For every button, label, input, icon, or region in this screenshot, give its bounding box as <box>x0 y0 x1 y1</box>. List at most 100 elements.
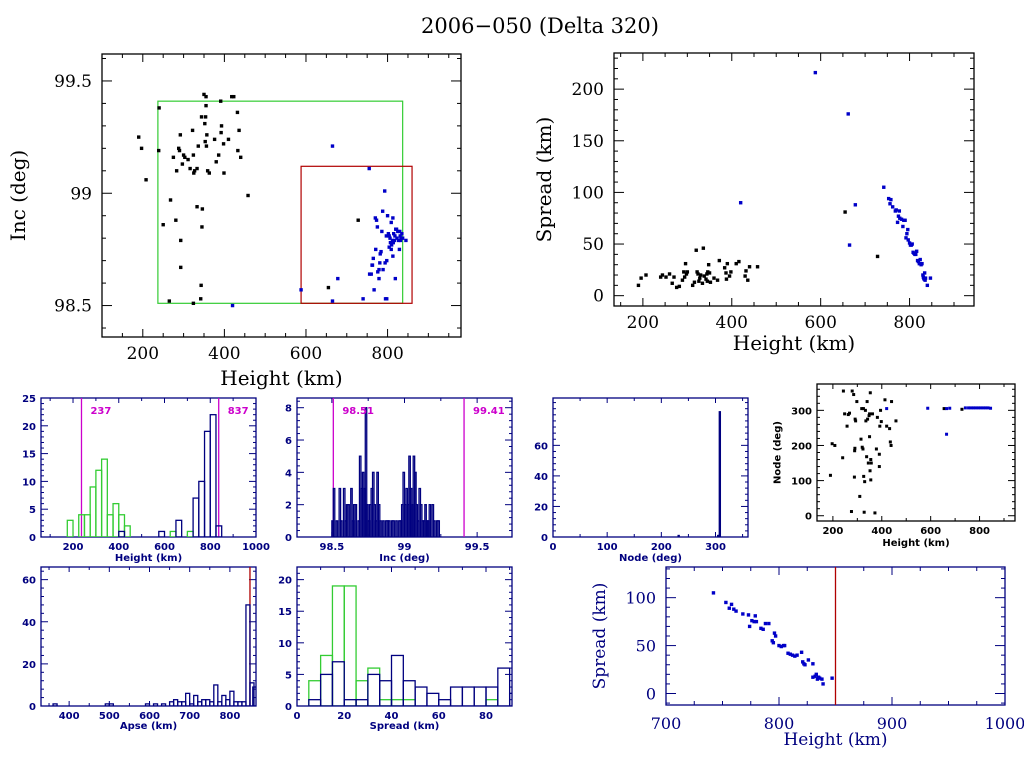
data-point <box>168 198 173 202</box>
histogram-bar <box>252 686 256 706</box>
y-tick-label: 15 <box>22 450 36 461</box>
data-point <box>664 275 668 279</box>
y-tick-label: 0 <box>285 702 292 713</box>
plot-frame <box>816 383 1016 522</box>
histogram-bar <box>382 520 385 537</box>
data-point <box>771 641 776 645</box>
data-point <box>161 222 165 227</box>
data-point <box>849 510 853 514</box>
histogram-bar <box>428 504 432 537</box>
histogram-bar <box>169 530 177 537</box>
x-tick-label: 600 <box>154 542 175 553</box>
data-point <box>670 281 674 285</box>
data-point <box>905 232 909 236</box>
data-point <box>865 455 869 459</box>
data-point <box>885 424 889 428</box>
marker-label: 99.41 <box>473 406 505 417</box>
data-point <box>926 406 930 410</box>
y-tick-label: 5 <box>29 505 36 516</box>
histogram-bar <box>379 520 382 537</box>
data-point <box>737 259 741 264</box>
data-point <box>685 270 690 274</box>
data-point <box>918 257 922 262</box>
data-point <box>890 400 894 404</box>
data-point <box>925 283 930 288</box>
histogram-bar <box>432 520 436 537</box>
data-point <box>967 406 971 410</box>
data-point <box>205 169 210 173</box>
y-tick-label: 200 <box>572 80 604 100</box>
data-point <box>199 297 203 301</box>
data-point <box>793 654 797 658</box>
data-point <box>398 238 403 243</box>
data-point <box>682 275 687 279</box>
y-axis-label: Inc (deg) <box>6 150 30 241</box>
y-tick-label: 98.5 <box>54 297 92 317</box>
x-tick-label: 98.5 <box>320 542 345 553</box>
data-point <box>899 217 904 221</box>
x-tick-label: 700 <box>651 714 682 733</box>
plot-area <box>677 411 722 537</box>
data-point <box>910 242 914 246</box>
histogram-bar <box>152 703 159 706</box>
y-tick-label: 8 <box>285 404 292 415</box>
data-point <box>179 265 183 270</box>
data-point <box>388 240 393 245</box>
histogram-bar <box>245 604 251 706</box>
y-axis-label: Spread (km) <box>532 117 556 243</box>
data-point <box>788 652 792 656</box>
node-histogram-panel: 0 100 200 300 0 20 40 60 Node (deg) <box>534 397 749 564</box>
data-point <box>204 94 208 99</box>
y-tick-label: 0 <box>646 685 656 704</box>
x-axis-label: Height (km) <box>882 538 949 549</box>
data-point <box>869 458 873 462</box>
data-point <box>385 258 389 263</box>
data-point <box>192 171 196 175</box>
histogram-bar <box>402 680 416 706</box>
data-point <box>738 201 743 205</box>
x-tick-label: 99 <box>398 542 412 553</box>
data-point <box>400 236 405 240</box>
x-axis-label: Height (km) <box>220 366 342 390</box>
x-tick-label: 800 <box>893 313 925 333</box>
data-point <box>373 216 378 220</box>
data-point <box>216 153 221 157</box>
y-tick-label: 0 <box>29 533 36 544</box>
data-point <box>391 216 395 220</box>
histogram-bar <box>473 686 487 706</box>
data-point <box>380 229 384 234</box>
data-point <box>239 155 243 160</box>
histogram-bar <box>364 407 368 537</box>
histogram-bar <box>426 692 440 706</box>
data-point <box>916 259 921 264</box>
data-point <box>889 443 893 447</box>
data-point <box>841 456 845 460</box>
data-point <box>914 252 918 257</box>
x-tick-label: 500 <box>99 711 120 722</box>
data-point <box>858 494 862 498</box>
y-tick-label: 0 <box>593 287 604 307</box>
data-point <box>883 398 887 402</box>
histogram-bar <box>392 520 395 537</box>
data-point <box>377 267 381 272</box>
data-point <box>181 153 186 157</box>
x-axis-label: Height (km) <box>115 553 182 564</box>
y-tick-label: 20 <box>278 576 292 587</box>
data-point <box>724 277 729 281</box>
data-point <box>707 271 712 275</box>
data-point <box>677 284 682 289</box>
x-tick-label: 600 <box>290 344 322 364</box>
data-point <box>235 110 240 115</box>
data-point <box>894 419 898 423</box>
data-point <box>732 607 736 611</box>
data-point <box>813 674 817 678</box>
data-point <box>400 231 404 236</box>
data-point <box>698 273 703 277</box>
data-point <box>724 600 728 605</box>
y-axis-label: Spread (km) <box>590 583 610 690</box>
data-point <box>378 252 382 256</box>
x-tick-label: 200 <box>127 344 159 364</box>
y-tick-label: 40 <box>22 618 36 629</box>
y-tick-label: 100 <box>572 183 604 203</box>
